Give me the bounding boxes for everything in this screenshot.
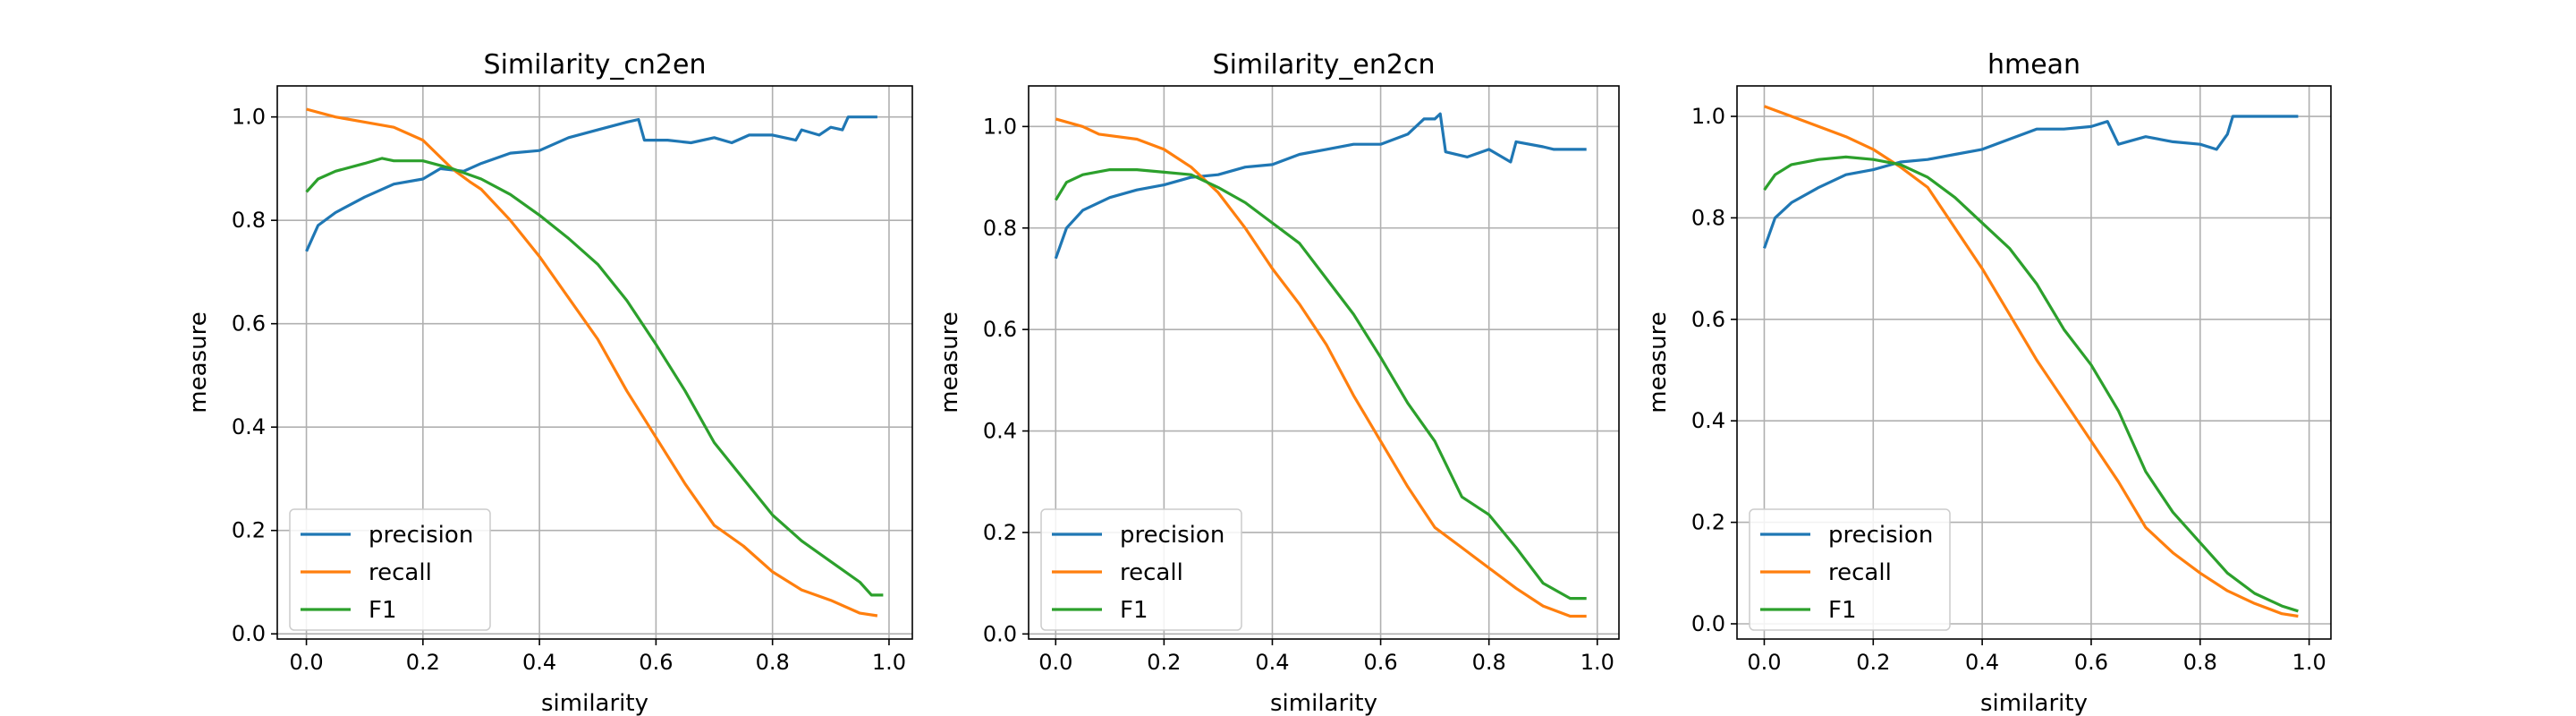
x-tick-label: 0.4 <box>522 650 556 675</box>
y-tick-label: 0.0 <box>1691 611 1725 636</box>
legend: precision recall F1 <box>1749 508 1951 631</box>
x-tick-label: 0.4 <box>1965 650 1999 675</box>
legend-label-f1: F1 <box>1828 597 1857 624</box>
series-line-precision <box>1762 115 2299 249</box>
y-tick-label: 0.2 <box>232 518 266 543</box>
axes-frame <box>1736 85 2332 640</box>
x-tick-label: 0.6 <box>639 650 673 675</box>
series-line-recall <box>1763 105 2299 618</box>
x-tick-label: 0.2 <box>1856 650 1890 675</box>
axes-frame <box>1028 85 1620 640</box>
x-tick-label: 0.8 <box>1472 650 1506 675</box>
legend: precision recall F1 <box>289 508 491 631</box>
series-line-recall <box>1055 117 1587 618</box>
x-tick-label: 0.8 <box>2183 650 2217 675</box>
legend-box <box>1040 508 1242 631</box>
y-axis-label: measure <box>936 311 963 413</box>
x-tick-label: 1.0 <box>872 650 906 675</box>
x-tick-label: 0.8 <box>756 650 790 675</box>
legend-label-precision: precision <box>1120 522 1224 549</box>
series-line-recall <box>306 107 878 618</box>
y-tick-label: 0.8 <box>983 216 1017 241</box>
legend-box <box>289 508 491 631</box>
series-line-f1 <box>1763 155 2299 613</box>
x-tick-label: 0.0 <box>289 650 323 675</box>
legend-box <box>1749 508 1951 631</box>
legend-label-precision: precision <box>1828 522 1933 549</box>
chart-panel-1: 0.0 0.2 0.4 0.6 0.8 1.0 0.0 0.2 0.4 0.6 0.8 1.0 Simi… <box>185 49 913 716</box>
y-tick-label: 1.0 <box>1691 104 1725 129</box>
series-line-precision <box>305 115 877 252</box>
legend-label-f1: F1 <box>1120 597 1148 624</box>
x-axis-label: similarity <box>1980 690 2088 716</box>
y-tick-label: 0.4 <box>1691 408 1725 433</box>
x-tick-label: 0.6 <box>1363 650 1397 675</box>
x-tick-label: 0.2 <box>406 650 440 675</box>
chart-panel-2: 0.0 0.2 0.4 0.6 0.8 1.0 0.0 0.2 0.4 0.6 0.8 1.0 Simi… <box>936 49 1620 716</box>
y-tick-label: 1.0 <box>983 114 1017 139</box>
series-line-f1 <box>305 157 884 597</box>
y-tick-label: 0.8 <box>232 208 266 233</box>
y-axis-label: measure <box>185 311 212 413</box>
x-axis-label: similarity <box>1270 690 1377 716</box>
y-tick-label: 0.6 <box>232 311 266 337</box>
legend-label-recall: recall <box>1828 559 1892 586</box>
x-axis-label: similarity <box>541 690 648 716</box>
y-tick-label: 0.2 <box>983 520 1017 545</box>
x-tick-label: 1.0 <box>1580 650 1614 675</box>
chart-title: hmean <box>1987 49 2080 81</box>
legend: precision recall F1 <box>1040 508 1242 631</box>
legend-label-precision: precision <box>369 522 473 549</box>
chart-title: Similarity_cn2en <box>484 49 707 81</box>
y-tick-label: 1.0 <box>232 105 266 130</box>
x-tick-label: 0.0 <box>1038 650 1072 675</box>
y-tick-label: 0.6 <box>1691 307 1725 332</box>
axes-frame <box>276 85 913 640</box>
y-tick-label: 0.0 <box>232 621 266 646</box>
y-tick-label: 0.6 <box>983 317 1017 342</box>
y-tick-label: 0.0 <box>983 621 1017 646</box>
x-tick-label: 0.4 <box>1255 650 1289 675</box>
y-tick-label: 0.2 <box>1691 510 1725 535</box>
legend-label-recall: recall <box>1120 559 1183 586</box>
chart-title: Similarity_en2cn <box>1213 49 1436 81</box>
y-tick-label: 0.4 <box>983 419 1017 444</box>
x-tick-label: 0.6 <box>2074 650 2108 675</box>
series-line-f1 <box>1054 168 1587 601</box>
y-tick-label: 0.4 <box>232 414 266 439</box>
legend-label-f1: F1 <box>369 597 397 624</box>
x-tick-label: 0.0 <box>1747 650 1781 675</box>
x-tick-label: 1.0 <box>2292 650 2326 675</box>
x-tick-label: 0.2 <box>1147 650 1181 675</box>
y-tick-label: 0.8 <box>1691 205 1725 230</box>
y-axis-label: measure <box>1645 311 1672 413</box>
series-line-precision <box>1054 112 1587 260</box>
legend-label-recall: recall <box>369 559 432 586</box>
chart-panel-3: 0.0 0.2 0.4 0.6 0.8 1.0 0.0 0.2 0.4 0.6 0.8 1.0 hmea… <box>1645 49 2332 716</box>
